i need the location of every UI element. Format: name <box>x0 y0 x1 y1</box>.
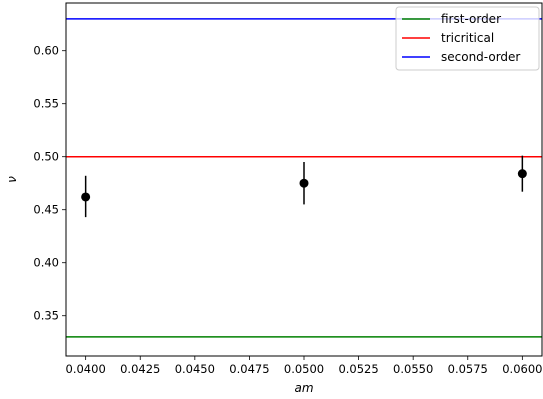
legend-label-first-order: first-order <box>441 12 501 26</box>
axes-layer: 0.0400 0.0425 0.0450 0.0475 0.0500 0.0525 0.05… <box>5 2 543 395</box>
x-axis-label: am <box>294 381 313 395</box>
y-tick-label: 0.35 <box>33 309 59 323</box>
y-tick-label: 0.45 <box>33 203 59 217</box>
y-tick-label: 0.40 <box>33 256 59 270</box>
x-tick-label: 0.0600 <box>502 362 542 376</box>
legend: first-order tricritical second-order <box>395 6 540 71</box>
data-point <box>299 178 309 188</box>
y-axis-label: ν <box>5 176 19 183</box>
y-tick-label: 0.50 <box>33 150 59 164</box>
data-point <box>517 169 527 179</box>
x-tick-label: 0.0400 <box>66 362 106 376</box>
legend-label-tricritical: tricritical <box>441 31 494 45</box>
plot-layer <box>66 18 542 338</box>
x-tick-label: 0.0525 <box>338 362 378 376</box>
legend-label-second-order: second-order <box>441 50 520 64</box>
x-tick-label: 0.0450 <box>175 362 215 376</box>
x-tick-label: 0.0475 <box>229 362 269 376</box>
y-tick-label: 0.55 <box>33 97 59 111</box>
x-tick-label: 0.0575 <box>448 362 488 376</box>
data-point <box>81 192 91 202</box>
x-tick-label: 0.0500 <box>284 362 324 376</box>
y-tick-label: 0.60 <box>33 44 59 58</box>
x-tick-label: 0.0550 <box>393 362 433 376</box>
legend-box <box>395 6 540 71</box>
x-tick-label: 0.0425 <box>120 362 160 376</box>
